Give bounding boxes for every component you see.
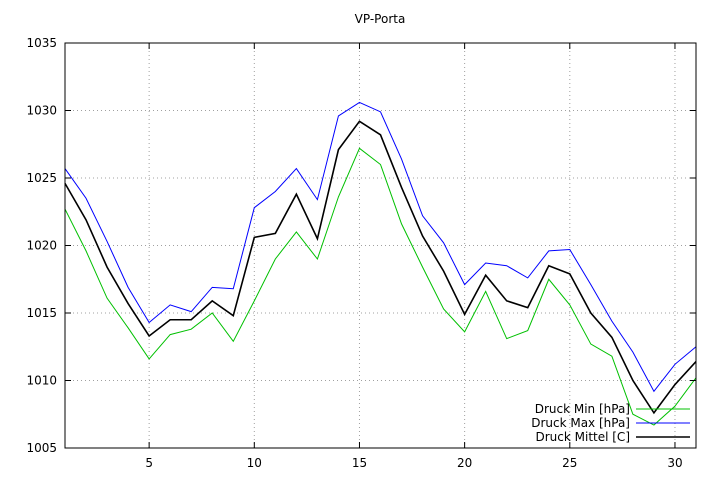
- x-tick-label: 25: [562, 456, 577, 470]
- x-tick-label: 30: [667, 456, 682, 470]
- y-tick-label: 1010: [26, 374, 57, 388]
- series-line-max: [64, 101, 697, 393]
- y-axis-tick-labels: 1005 1010 1015 1020 1025 1030 1035: [26, 36, 57, 455]
- legend-label: Druck Max [hPa]: [531, 416, 630, 430]
- x-tick-label: 20: [457, 456, 472, 470]
- plot-series: [64, 101, 697, 426]
- x-axis-tick-labels: 5 10 15 20 25 30: [145, 456, 682, 470]
- x-tick-label: 15: [352, 456, 367, 470]
- y-tick-label: 1005: [26, 441, 57, 455]
- legend-label: Druck Mittel [C]: [535, 430, 630, 444]
- series-line-mittel: [64, 120, 697, 415]
- series-line-min: [64, 147, 697, 426]
- x-tick-label: 10: [247, 456, 262, 470]
- y-tick-label: 1020: [26, 239, 57, 253]
- legend-label: Druck Min [hPa]: [535, 402, 630, 416]
- legend: Druck Min [hPa]Druck Max [hPa]Druck Mitt…: [531, 402, 690, 444]
- y-tick-label: 1015: [26, 306, 57, 320]
- axis-ticks: [65, 42, 696, 449]
- y-tick-label: 1030: [26, 104, 57, 118]
- y-tick-label: 1035: [26, 36, 57, 50]
- chart-title: VP-Porta: [355, 12, 406, 26]
- y-tick-label: 1025: [26, 171, 57, 185]
- grid-lines: [65, 43, 696, 448]
- x-tick-label: 5: [145, 456, 153, 470]
